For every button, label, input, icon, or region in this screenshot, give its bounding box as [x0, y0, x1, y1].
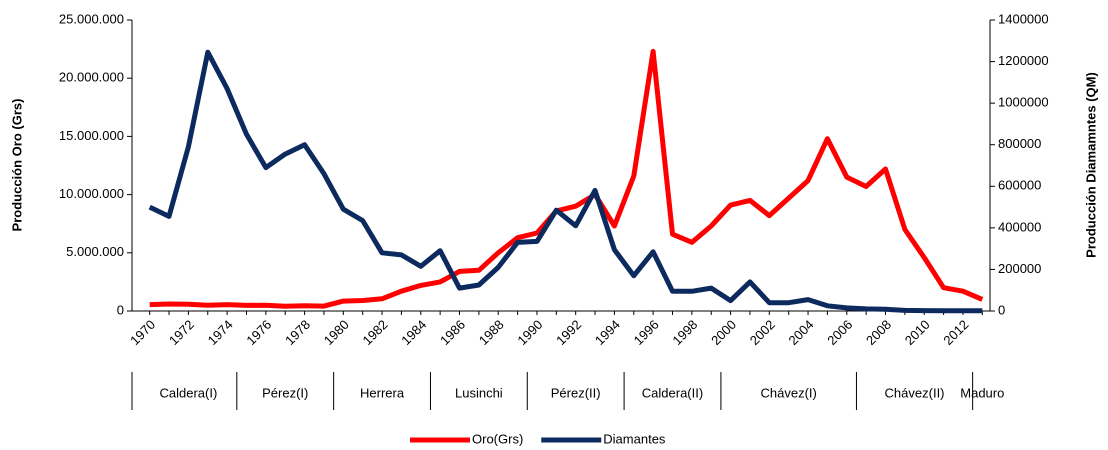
series-line [149, 48, 984, 309]
y2-tick-label: 0 [998, 302, 1005, 317]
x-tick-label: 2000 [708, 317, 739, 348]
x-tick-label: 2006 [824, 317, 855, 348]
group-label: Lusinchi [455, 385, 503, 400]
x-tick-label: 1990 [514, 317, 545, 348]
x-tick-label: 1996 [631, 317, 662, 348]
y2-tick-label: 1200000 [998, 53, 1049, 68]
x-tick-label: 1978 [282, 317, 313, 348]
x-tick-label: 1992 [553, 317, 584, 348]
group-label: Caldera(II) [642, 385, 703, 400]
y-tick-label: 0 [117, 302, 124, 317]
x-tick-label: 1970 [127, 317, 158, 348]
group-label: Herrera [360, 385, 405, 400]
group-label: Caldera(I) [160, 385, 218, 400]
x-tick-label: 1986 [437, 317, 468, 348]
y-tick-label: 20.000.000 [59, 70, 124, 85]
y2-tick-label: 400000 [998, 219, 1041, 234]
x-tick-label: 1998 [669, 317, 700, 348]
y-tick-label: 10.000.000 [59, 186, 124, 201]
x-tick-label: 1994 [592, 317, 623, 348]
x-tick-label: 2004 [786, 317, 817, 348]
x-tick-label: 1988 [476, 317, 507, 348]
x-tick-label: 2010 [902, 317, 933, 348]
x-tick-label: 1976 [243, 317, 274, 348]
x-tick-label: 1984 [398, 317, 429, 348]
x-tick-label: 2008 [863, 317, 894, 348]
x-tick-label: 1974 [205, 317, 236, 348]
group-label: Maduro [960, 385, 1004, 400]
y2-tick-label: 1400000 [998, 11, 1049, 26]
x-tick-label: 1982 [360, 317, 391, 348]
x-tick-label: 1980 [321, 317, 352, 348]
y-tick-label: 5.000.000 [66, 244, 124, 259]
y2-tick-label: 1000000 [998, 95, 1049, 110]
y2-tick-label: 800000 [998, 136, 1041, 151]
group-label: Pérez(II) [551, 385, 601, 400]
y-tick-label: 15.000.000 [59, 128, 124, 143]
legend-label: Oro(Grs) [472, 431, 523, 446]
y-tick-label: 25.000.000 [59, 11, 124, 26]
group-label: Chávez(I) [761, 385, 817, 400]
legend-label: Diamantes [603, 431, 666, 446]
y2-tick-label: 600000 [998, 178, 1041, 193]
y-axis-title: Producción Oro (Grs) [9, 99, 24, 232]
x-tick-label: 2002 [747, 317, 778, 348]
group-label: Pérez(I) [262, 385, 308, 400]
x-tick-label: 1972 [166, 317, 197, 348]
x-tick-label: 2012 [940, 317, 971, 348]
group-label: Chávez(II) [885, 385, 945, 400]
y2-tick-label: 200000 [998, 261, 1041, 276]
y2-axis-title: Producción Diamamntes (QM) [1083, 72, 1098, 258]
series-line [148, 49, 983, 314]
